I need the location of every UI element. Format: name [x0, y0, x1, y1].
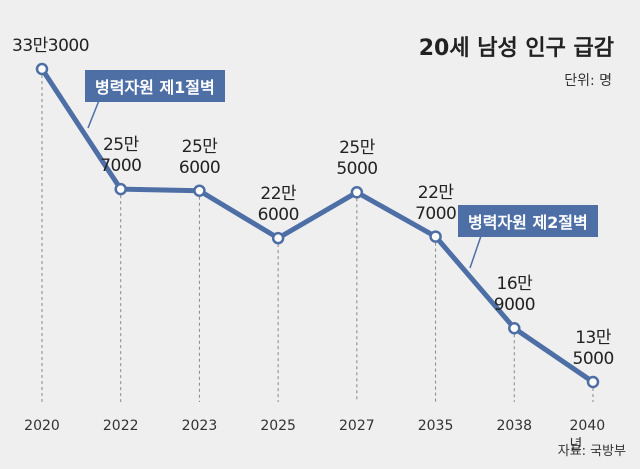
x-tick-label: 2040년 — [569, 418, 606, 453]
x-tick-label: 2020 — [24, 418, 60, 434]
value-label: 16만 9000 — [493, 274, 536, 316]
annotation-pointer — [469, 232, 483, 269]
point — [35, 62, 49, 76]
x-tick-label: 2035 — [417, 418, 454, 434]
value-label: 22만 6000 — [257, 184, 300, 226]
x-tick-label: 2025 — [260, 418, 296, 434]
point — [114, 182, 127, 196]
chart-title: 20세 남성 인구 급감 — [418, 36, 614, 61]
point — [350, 186, 364, 199]
annotation: 병력자원 제1절벽 — [85, 70, 225, 102]
value-label: 33만3000 — [12, 36, 90, 56]
point — [271, 231, 285, 245]
value-label: 22만 7000 — [415, 182, 457, 224]
x-tick-label: 2022 — [102, 418, 139, 434]
x-tick-label: 2027 — [339, 418, 375, 434]
point — [193, 184, 206, 197]
x-tick-label: 2023 — [181, 418, 218, 434]
value-label: 25만 7000 — [100, 135, 142, 177]
value-label: 25만 6000 — [178, 136, 221, 178]
x-tick-label: 2038 — [496, 418, 533, 434]
line — [39, 67, 595, 385]
annotation: 병력자원 제2절벽 — [458, 205, 598, 237]
annotation-pointer — [87, 97, 101, 129]
point — [586, 375, 600, 389]
unit-note: 단위: 명 — [564, 73, 612, 89]
source: 자료: 국방부 — [557, 444, 626, 459]
value-label: 13만 5000 — [572, 328, 615, 369]
value-label: 25만 5000 — [336, 138, 378, 180]
point — [508, 322, 521, 335]
point — [429, 230, 442, 243]
